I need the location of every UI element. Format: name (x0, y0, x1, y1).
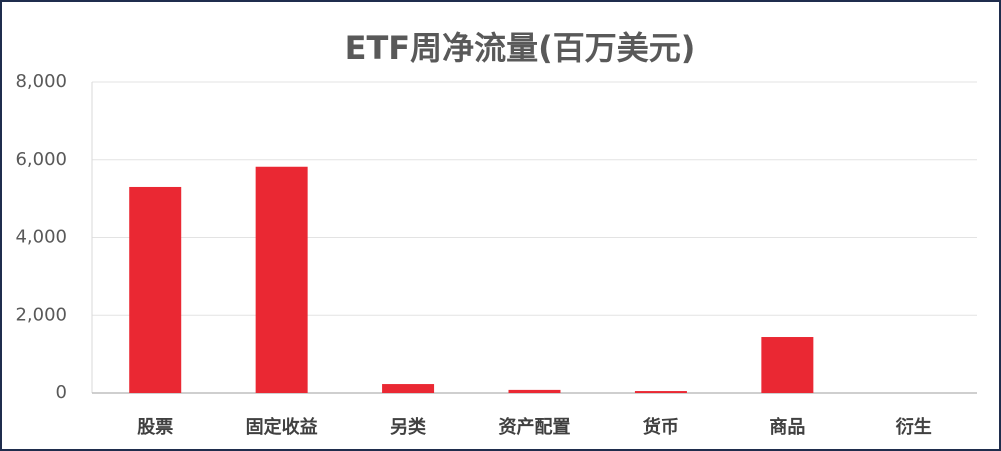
bar (761, 337, 814, 393)
x-tick-label: 货币 (643, 416, 679, 438)
x-tick-label: 商品 (769, 416, 805, 438)
y-tick-label: 2,000 (15, 304, 67, 325)
bar (382, 384, 435, 393)
chart-title: ETF周净流量(百万美元) (345, 29, 696, 67)
y-tick-label: 4,000 (15, 227, 67, 248)
y-tick-label: 0 (56, 382, 67, 403)
x-tick-label: 另类 (390, 416, 427, 438)
x-tick-label: 固定收益 (246, 416, 318, 438)
x-tick-label: 股票 (136, 417, 173, 438)
bar (255, 166, 308, 393)
y-tick-label: 6,000 (15, 149, 67, 170)
bar (634, 391, 687, 393)
bar (129, 186, 182, 393)
y-tick-label: 8,000 (15, 71, 67, 92)
bar (508, 389, 561, 393)
x-tick-label: 资产配置 (499, 416, 571, 438)
x-tick-label: 衍生 (896, 416, 932, 438)
